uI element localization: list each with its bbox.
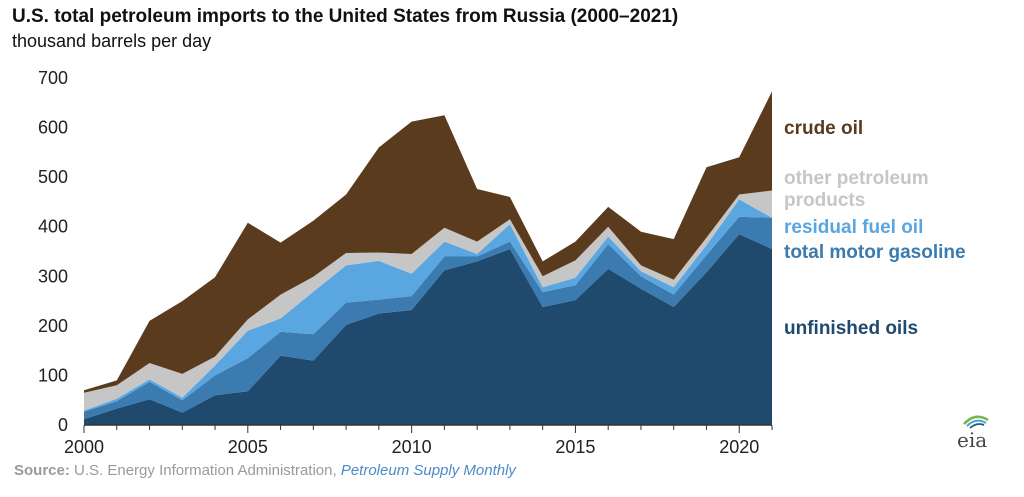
x-tick-label: 2005 bbox=[228, 437, 268, 457]
eia-logo: eia bbox=[957, 415, 989, 450]
series-area-crude-oil bbox=[84, 91, 772, 393]
y-tick-label: 200 bbox=[38, 316, 68, 336]
series-area-residual-fuel-oil bbox=[84, 199, 772, 412]
chart-title: U.S. total petroleum imports to the Unit… bbox=[12, 6, 679, 27]
y-tick-label: 100 bbox=[38, 365, 68, 385]
series-label-products: products bbox=[784, 190, 865, 211]
series-area-other-petroleum-products bbox=[84, 190, 772, 411]
series-label-total-motor-gasoline: total motor gasoline bbox=[784, 242, 966, 263]
series-area-total-motor-gasoline bbox=[84, 216, 772, 420]
x-tick-label: 2015 bbox=[555, 437, 595, 457]
eia-logo-text: eia bbox=[957, 428, 987, 450]
source-org: U.S. Energy Information Administration, bbox=[74, 462, 337, 479]
x-tick-label: 2000 bbox=[64, 437, 104, 457]
y-tick-label: 500 bbox=[38, 167, 68, 187]
series-label-other-petroleum: other petroleum bbox=[784, 168, 929, 189]
source-label: Source: bbox=[14, 462, 70, 479]
y-tick-label: 400 bbox=[38, 217, 68, 237]
series-label-residual-fuel-oil: residual fuel oil bbox=[784, 217, 923, 238]
source-note: Source: U.S. Energy Information Administ… bbox=[14, 462, 516, 479]
chart-subtitle: thousand barrels per day bbox=[12, 31, 212, 51]
axes: 0 100 200 300 400 500 600 700 2000 2005 2010 2015 20… bbox=[38, 68, 773, 457]
area-layers bbox=[84, 91, 772, 425]
x-tick-label: 2010 bbox=[392, 437, 432, 457]
series-label-crude-oil: crude oil bbox=[784, 118, 863, 139]
y-tick-label: 600 bbox=[38, 118, 68, 138]
y-tick-label: 300 bbox=[38, 266, 68, 286]
series-label-unfinished-oils: unfinished oils bbox=[784, 318, 918, 339]
series-area-unfinished-oils bbox=[84, 234, 772, 425]
y-tick-label: 0 bbox=[58, 415, 68, 435]
x-tick-label: 2020 bbox=[719, 437, 759, 457]
y-tick-label: 700 bbox=[38, 68, 68, 88]
source-publication-link[interactable]: Petroleum Supply Monthly bbox=[340, 462, 516, 479]
